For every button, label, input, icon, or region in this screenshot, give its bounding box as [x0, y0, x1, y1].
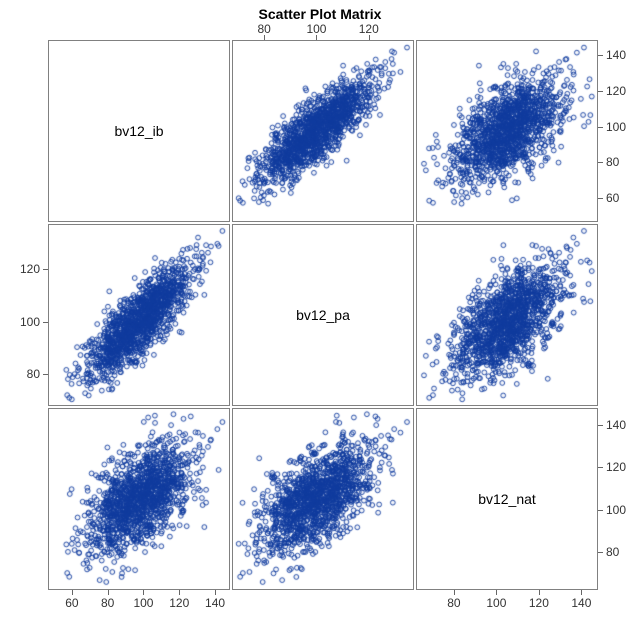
variable-label: bv12_nat [478, 491, 536, 507]
axis-tick-label: 140 [606, 48, 626, 62]
chart-title: Scatter Plot Matrix [0, 6, 640, 22]
tick-mark [539, 590, 540, 595]
axis-tick-label: 120 [529, 596, 549, 610]
axis-tick-label: 60 [606, 191, 619, 205]
scatter-matrix: bv12_ibbv12_pabv12_nat801001206080100120… [48, 40, 598, 590]
diagonal-cell: bv12_ib [48, 40, 230, 222]
axis-tick-label: 80 [27, 367, 40, 381]
axis-tick-label: 100 [306, 22, 326, 36]
axis-tick-label: 100 [486, 596, 506, 610]
tick-mark [598, 127, 603, 128]
axis-tick-label: 60 [65, 596, 78, 610]
tick-mark [43, 374, 48, 375]
axis-tick-label: 80 [101, 596, 114, 610]
tick-mark [598, 467, 603, 468]
axis-tick-label: 140 [571, 596, 591, 610]
scatter-cell [232, 408, 414, 590]
axis-tick-label: 100 [606, 120, 626, 134]
tick-mark [598, 425, 603, 426]
tick-mark [72, 590, 73, 595]
tick-mark [581, 590, 582, 595]
axis-tick-label: 100 [606, 503, 626, 517]
scatter-cell [232, 40, 414, 222]
scatter-canvas [49, 409, 229, 589]
scatter-cell [416, 224, 598, 406]
axis-tick-label: 100 [133, 596, 153, 610]
tick-mark [598, 552, 603, 553]
axis-tick-label: 120 [359, 22, 379, 36]
tick-mark [598, 55, 603, 56]
scatter-cell [416, 40, 598, 222]
scatter-cell [48, 408, 230, 590]
scatter-canvas [233, 41, 413, 221]
axis-tick-label: 140 [606, 418, 626, 432]
tick-mark [598, 91, 603, 92]
axis-tick-label: 140 [205, 596, 225, 610]
tick-mark [598, 162, 603, 163]
variable-label: bv12_ib [114, 123, 163, 139]
tick-mark [143, 590, 144, 595]
scatter-canvas [417, 41, 597, 221]
scatter-canvas [233, 409, 413, 589]
tick-mark [179, 590, 180, 595]
tick-mark [215, 590, 216, 595]
splom-container: Scatter Plot Matrix bv12_ib bv12_pa bv12_n… [0, 0, 640, 640]
axis-tick-label: 80 [606, 545, 619, 559]
scatter-cell [48, 224, 230, 406]
tick-mark [496, 590, 497, 595]
tick-mark [598, 198, 603, 199]
axis-tick-label: 120 [606, 460, 626, 474]
axis-tick-label: 80 [447, 596, 460, 610]
axis-tick-label: 80 [606, 155, 619, 169]
tick-mark [454, 590, 455, 595]
diagonal-cell: bv12_nat [416, 408, 598, 590]
axis-tick-label: 120 [606, 84, 626, 98]
tick-mark [43, 322, 48, 323]
tick-mark [598, 510, 603, 511]
tick-mark [43, 269, 48, 270]
scatter-canvas [49, 225, 229, 405]
axis-tick-label: 120 [20, 262, 40, 276]
variable-label: bv12_pa [296, 307, 350, 323]
axis-tick-label: 80 [257, 22, 270, 36]
axis-tick-label: 100 [20, 315, 40, 329]
axis-tick-label: 120 [169, 596, 189, 610]
scatter-canvas [417, 225, 597, 405]
diagonal-cell: bv12_pa [232, 224, 414, 406]
tick-mark [108, 590, 109, 595]
